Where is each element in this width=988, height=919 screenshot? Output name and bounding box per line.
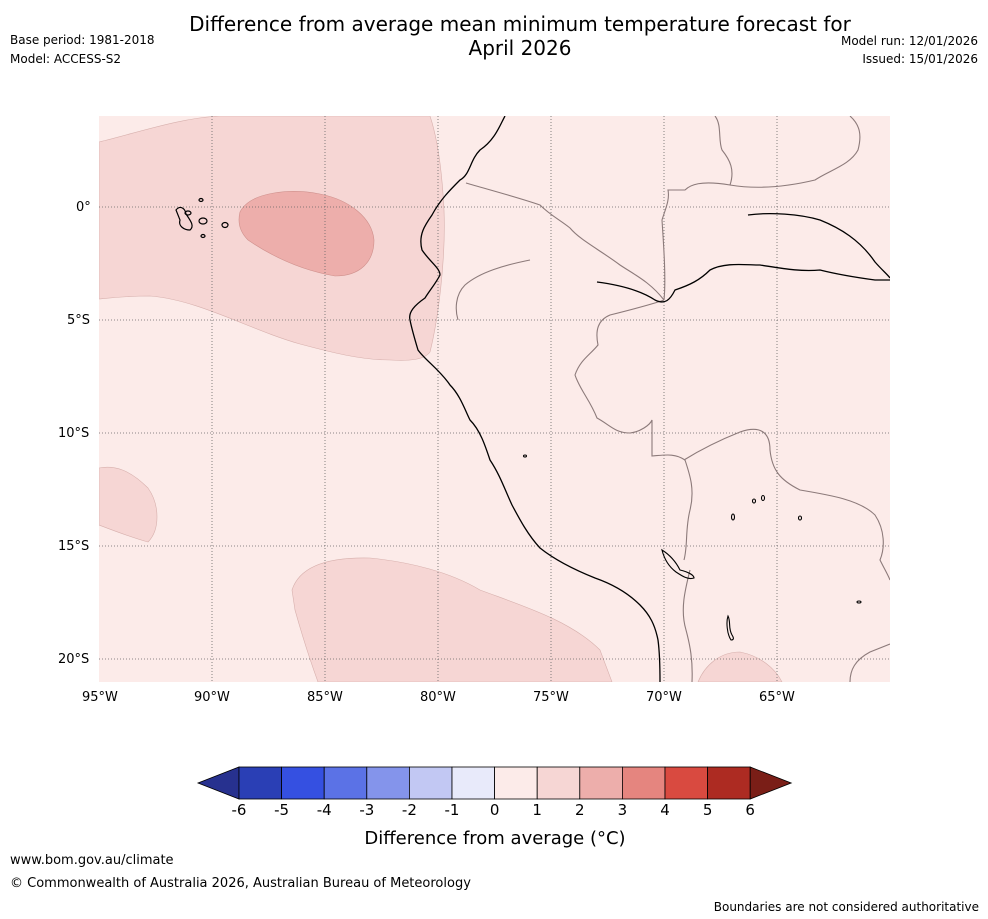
coastline	[409, 116, 890, 682]
colorbar-extend-high	[749, 766, 793, 800]
map-title: Difference from average mean minimum tem…	[150, 12, 890, 60]
lon-label: 65°W	[759, 690, 795, 705]
title-line-1: Difference from average mean minimum tem…	[189, 12, 851, 36]
colorbar-tick-label: 3	[617, 801, 628, 819]
lon-label: 75°W	[533, 690, 569, 705]
colorbar-tick-label: -2	[401, 801, 417, 819]
lat-label: 0°	[76, 200, 91, 215]
lon-label: 85°W	[307, 690, 343, 705]
galapagos-islands	[175, 197, 229, 239]
colorbar-tick-label: 4	[660, 801, 670, 819]
colorbar-segment	[323, 766, 368, 800]
colorbar-segment	[622, 766, 666, 800]
lon-label: 70°W	[646, 690, 682, 705]
colorbar-segment	[494, 766, 538, 800]
colorbar-segment	[238, 766, 282, 800]
model-name: Model: ACCESS-S2	[10, 52, 122, 66]
lat-label: 5°S	[67, 313, 91, 328]
issued-date: Issued: 15/01/2026	[862, 52, 978, 66]
lon-label: 90°W	[194, 690, 230, 705]
colorbar-title: Difference from average (°C)	[364, 828, 626, 849]
graticule	[99, 116, 890, 682]
lat-label: 20°S	[58, 652, 90, 667]
lon-label: 80°W	[420, 690, 456, 705]
colorbar-segment	[366, 766, 410, 800]
colorbar-tick-label: 0	[489, 801, 500, 819]
colorbar-segment	[408, 766, 453, 800]
colorbar-segment	[281, 766, 325, 800]
colorbar-tick-label: -6	[231, 801, 247, 819]
model-run: Model run: 12/01/2026	[840, 34, 978, 48]
base-period: Base period: 1981-2018	[10, 33, 155, 47]
colorbar-tick-label: -3	[359, 801, 375, 819]
country-borders	[455, 116, 890, 682]
copyright: © Commonwealth of Australia 2026, Austra…	[10, 876, 471, 891]
anomaly-region-1-2-west	[99, 466, 158, 543]
colorbar-segment	[707, 766, 751, 800]
colorbar-tick-label: 6	[745, 801, 755, 819]
title-line-2: April 2026	[468, 36, 572, 60]
colorbar-tick-label: -1	[444, 801, 460, 819]
colorbar-extend-low	[196, 766, 240, 800]
colorbar-tick-label: -5	[274, 801, 290, 819]
colorbar-segment	[536, 766, 581, 800]
colorbar-segment	[451, 766, 495, 800]
lat-label: 10°S	[58, 426, 90, 441]
disclaimer: Boundaries are not considered authoritat…	[713, 900, 979, 914]
lakes	[522, 454, 862, 641]
colorbar-tick-label: 2	[575, 801, 585, 819]
anomaly-region-2-3	[238, 191, 375, 277]
colorbar-segment	[664, 766, 708, 800]
colorbar-tick-label: 1	[532, 801, 542, 819]
lon-label: 95°W	[82, 690, 118, 705]
lat-label: 15°S	[58, 539, 90, 554]
anomaly-region-1-2-south	[291, 557, 613, 682]
colorbar-segment	[579, 766, 623, 800]
colorbar-tick-label: 5	[702, 801, 713, 819]
website-link[interactable]: www.bom.gov.au/climate	[10, 853, 174, 868]
colorbar-tick-label: -4	[316, 801, 332, 819]
